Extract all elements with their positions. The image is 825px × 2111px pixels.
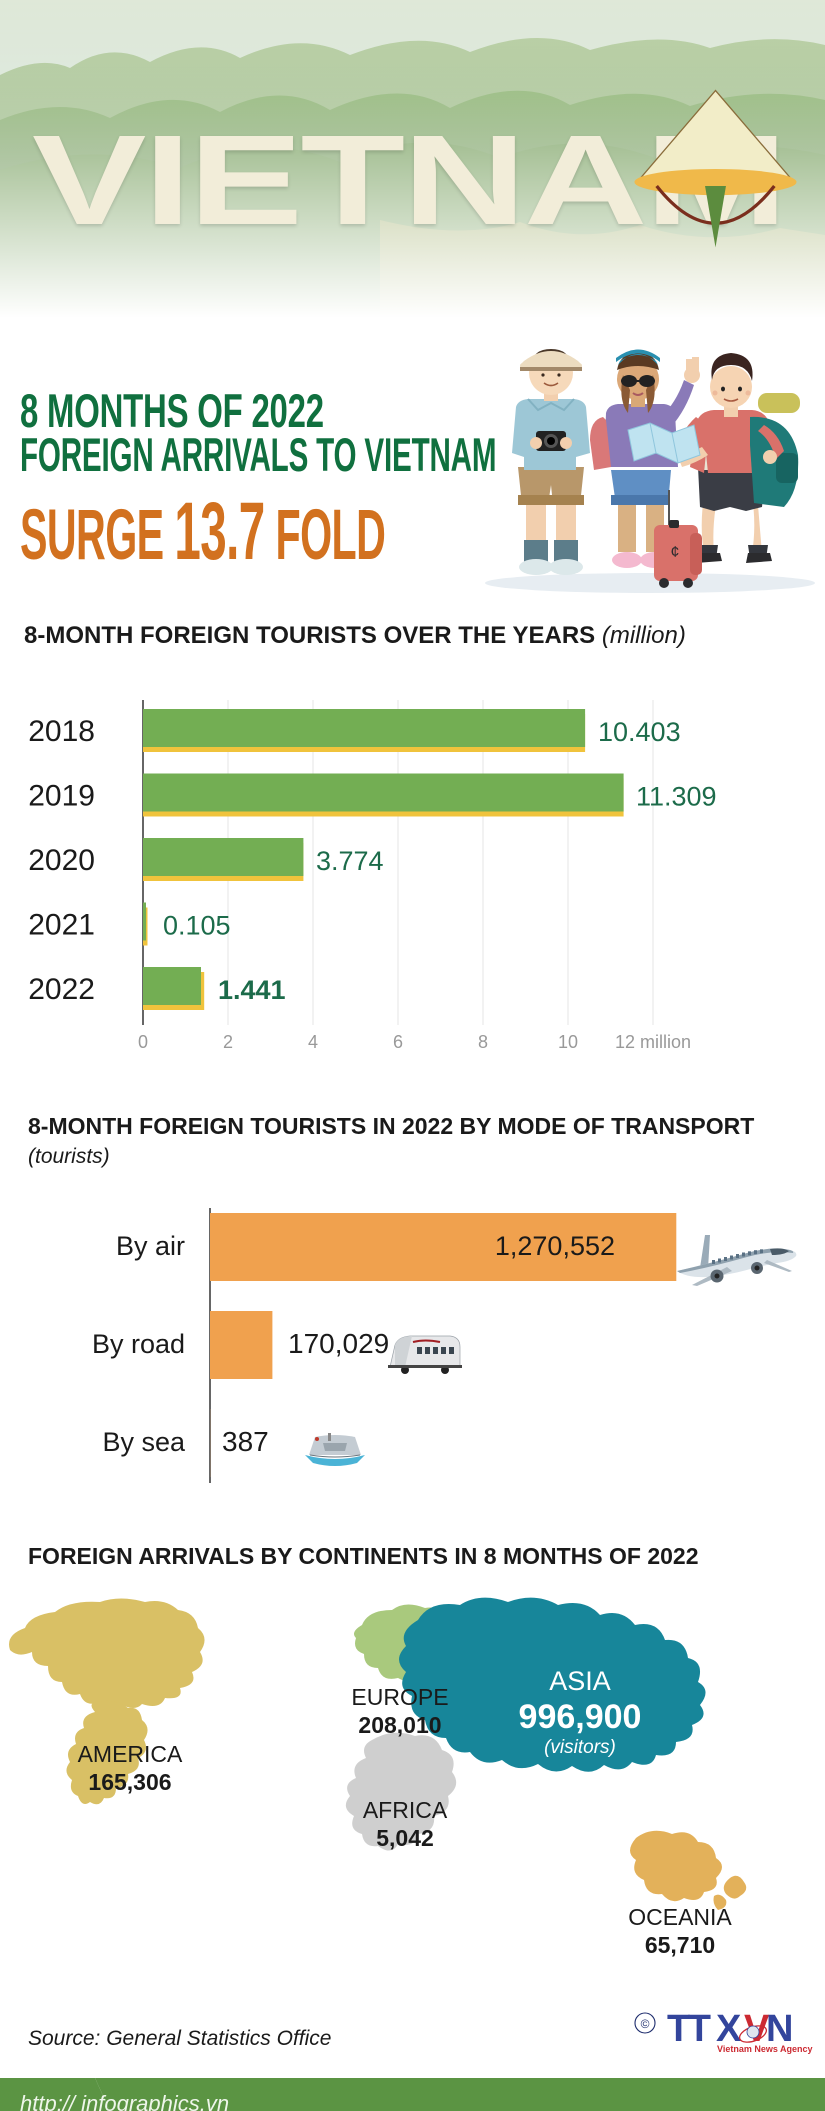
svg-text:ASIA: ASIA <box>549 1666 611 1696</box>
svg-text:©: © <box>641 2017 650 2031</box>
svg-text:(visitors): (visitors) <box>544 1737 616 1758</box>
svg-text:http:// infographics.vn: http:// infographics.vn <box>20 2091 229 2111</box>
svg-text:387: 387 <box>222 1426 269 1457</box>
svg-text:2020: 2020 <box>28 844 95 877</box>
svg-text:11.309: 11.309 <box>636 782 717 812</box>
svg-text:0: 0 <box>138 1032 148 1052</box>
svg-text:4: 4 <box>308 1032 318 1052</box>
svg-text:10: 10 <box>558 1032 578 1052</box>
svg-text:10.403: 10.403 <box>598 717 681 747</box>
svg-text:2018: 2018 <box>28 715 95 748</box>
svg-text:165,306: 165,306 <box>88 1769 171 1795</box>
svg-text:208,010: 208,010 <box>358 1712 441 1738</box>
svg-text:Vietnam News Agency: Vietnam News Agency <box>717 2044 813 2054</box>
svg-text:2019: 2019 <box>28 780 95 813</box>
svg-text:1.441: 1.441 <box>218 975 286 1005</box>
svg-text:By air: By air <box>116 1231 185 1261</box>
svg-text:65,710: 65,710 <box>645 1932 715 1958</box>
svg-text:AFRICA: AFRICA <box>363 1797 448 1823</box>
svg-text:AMERICA: AMERICA <box>78 1741 183 1767</box>
svg-text:2021: 2021 <box>28 909 95 942</box>
svg-text:5,042: 5,042 <box>376 1825 434 1851</box>
svg-text:170,029: 170,029 <box>288 1328 389 1359</box>
svg-text:By road: By road <box>92 1329 185 1359</box>
svg-text:TT: TT <box>667 2008 711 2050</box>
svg-text:2022: 2022 <box>28 973 95 1006</box>
svg-text:EUROPE: EUROPE <box>351 1684 448 1710</box>
svg-text:12 million: 12 million <box>615 1032 691 1052</box>
svg-text:By sea: By sea <box>102 1427 186 1457</box>
svg-text:3.774: 3.774 <box>316 846 384 876</box>
svg-text:¢: ¢ <box>671 544 680 561</box>
svg-text:1,270,552: 1,270,552 <box>495 1231 615 1261</box>
svg-text:OCEANIA: OCEANIA <box>628 1904 732 1930</box>
svg-text:8: 8 <box>478 1032 488 1052</box>
svg-text:6: 6 <box>393 1032 403 1052</box>
svg-text:0.105: 0.105 <box>163 911 231 941</box>
svg-text:996,900: 996,900 <box>519 1698 642 1736</box>
svg-text:2: 2 <box>223 1032 233 1052</box>
